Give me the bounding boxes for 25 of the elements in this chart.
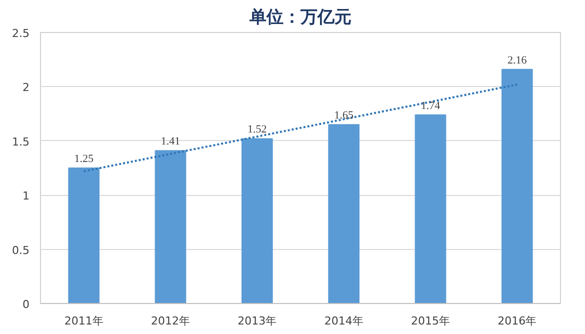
bar xyxy=(502,68,533,304)
x-tick-label: 2014年 xyxy=(324,314,364,328)
x-tick-label: 2012年 xyxy=(151,314,190,328)
x-tick-label: 2013年 xyxy=(238,314,277,328)
y-tick-label: 1 xyxy=(22,190,30,203)
bar xyxy=(154,150,186,304)
data-label: 1.41 xyxy=(160,136,180,148)
y-tick-label: 1.5 xyxy=(12,135,30,148)
data-label: 1.65 xyxy=(334,110,354,122)
bar xyxy=(242,138,273,304)
bar xyxy=(68,168,100,304)
x-tick-label: 2015年 xyxy=(411,314,450,328)
bar xyxy=(414,114,446,304)
y-tick-label: 0 xyxy=(22,298,30,311)
x-tick-label: 2016年 xyxy=(498,314,537,328)
data-label: 1.25 xyxy=(74,153,94,165)
y-tick-label: 2.5 xyxy=(12,27,30,40)
y-tick-label: 0.5 xyxy=(12,244,30,257)
data-label: 2.16 xyxy=(508,54,528,66)
data-label: 1.74 xyxy=(420,100,441,112)
x-tick-label: 2011年 xyxy=(64,314,104,328)
y-tick-label: 2 xyxy=(22,81,30,94)
data-label: 1.52 xyxy=(248,124,267,136)
bar xyxy=(328,124,360,304)
chart-title: 单位：万亿元 xyxy=(248,8,352,28)
